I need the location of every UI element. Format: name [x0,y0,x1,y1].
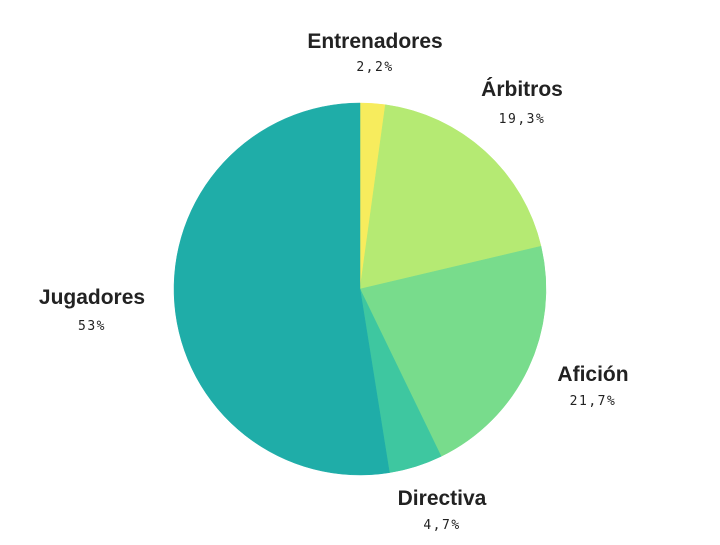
pie-slice-aficion [359,245,547,457]
pie-slices [173,102,547,476]
slice-label-directiva: Directiva [398,487,487,510]
pie-slice-arbitros [359,104,542,290]
slice-value-directiva: 4,7% [423,518,460,533]
slice-label-entrenadores: Entrenadores [307,30,442,53]
slice-value-entrenadores: 2,2% [356,60,393,75]
slice-value-aficion: 21,7% [570,394,617,409]
pie-slice-jugadores [173,102,390,476]
slice-label-aficion: Afición [557,363,628,386]
slice-value-jugadores: 53% [78,319,106,334]
slice-value-arbitros: 19,3% [499,112,546,127]
slice-label-arbitros: Árbitros [481,78,563,101]
pie-labels: Entrenadores 2,2% Árbitros 19,3% Afición 21,7… [39,30,629,533]
slice-label-jugadores: Jugadores [39,286,145,309]
